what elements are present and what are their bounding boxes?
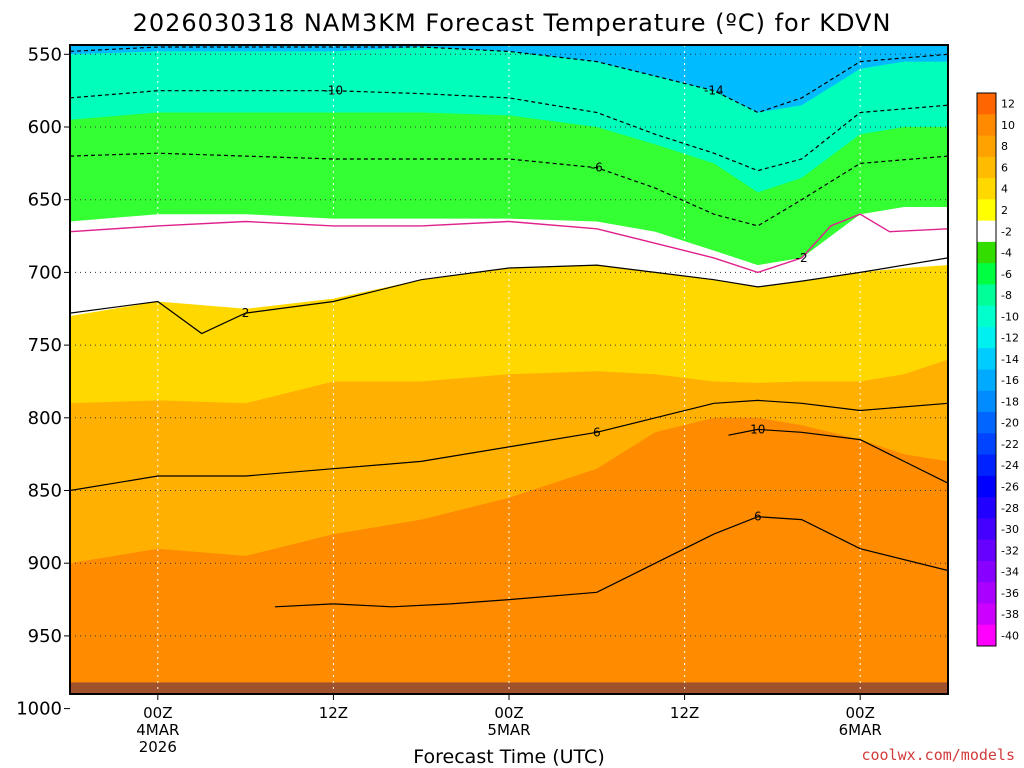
contour-label: -14 — [704, 84, 724, 98]
x-tick-label: 12Z — [319, 704, 348, 722]
colorbar-swatch — [977, 412, 996, 434]
y-tick-label: 1000 — [16, 699, 62, 720]
colorbar-label: -22 — [1001, 438, 1019, 451]
contour-label: 2 — [242, 306, 250, 320]
contour-label: 10 — [750, 422, 765, 436]
y-axis: 2503003504004505005506006507007508008509… — [16, 44, 70, 720]
colorbar-label: -14 — [1001, 353, 1019, 366]
colorbar-swatch — [977, 433, 996, 456]
x-tick-label: 6MAR — [839, 721, 882, 739]
colorbar-label: -4 — [1001, 247, 1012, 260]
contour-line — [70, 257, 948, 335]
colorbar-swatch — [977, 497, 996, 519]
y-tick-label: 900 — [28, 553, 62, 574]
colorbar-label: 12 — [1001, 98, 1015, 111]
contour-label: 6 — [754, 510, 762, 524]
colorbar-swatch — [977, 348, 996, 370]
colorbar-swatch — [977, 178, 996, 200]
colorbar-label: 2 — [1001, 204, 1008, 217]
colorbar: 12 10 8 6 4 2 -2 -4 -6 -8 -10 -12 -14 -16 -18 -20 -22 -24… — [976, 92, 1019, 647]
y-tick-label: 550 — [28, 44, 62, 65]
colorbar-swatch — [977, 114, 996, 137]
contour-label: -10 — [324, 84, 344, 98]
x-axis-label: Forecast Time (UTC) — [413, 746, 604, 768]
colorbar-label: 10 — [1001, 119, 1015, 132]
colorbar-swatch — [977, 156, 996, 179]
colorbar-label: -18 — [1001, 395, 1019, 408]
contour-label: 6 — [593, 425, 601, 439]
colorbar-label: -26 — [1001, 481, 1019, 494]
colorbar-label: -24 — [1001, 459, 1019, 472]
temperature-fill — [70, 45, 948, 694]
colorbar-label: 8 — [1001, 140, 1008, 153]
y-tick-label: 600 — [28, 117, 62, 138]
y-tick-label: 750 — [28, 335, 62, 356]
colorbar-label: -20 — [1001, 417, 1019, 430]
contour-line — [728, 428, 948, 484]
contour-line — [70, 46, 948, 114]
colorbar-label: -10 — [1001, 310, 1019, 323]
contour-label: -2 — [796, 251, 808, 265]
x-tick-label: 00Z — [494, 704, 523, 722]
contour-line — [70, 213, 948, 274]
colorbar-swatch — [977, 93, 996, 115]
contour-line — [274, 516, 948, 608]
x-tick-label: 00Z — [143, 704, 172, 722]
colorbar-swatch — [977, 603, 996, 626]
colorbar-swatch — [977, 284, 996, 307]
colorbar-label: 6 — [1001, 161, 1008, 174]
x-tick-label: 00Z — [846, 704, 875, 722]
colorbar-swatch — [977, 518, 996, 541]
contour-lines — [70, 46, 948, 608]
colorbar-swatch — [977, 475, 996, 498]
contour-line — [70, 152, 948, 227]
y-tick-label: 800 — [28, 408, 62, 429]
colorbar-label: -16 — [1001, 374, 1019, 387]
colorbar-label: -30 — [1001, 523, 1019, 536]
x-tick-label: 5MAR — [487, 721, 530, 739]
colorbar-label: -34 — [1001, 566, 1019, 579]
colorbar-label: -8 — [1001, 289, 1012, 302]
contour-label: -6 — [591, 161, 603, 175]
x-tick-label: 2026 — [139, 738, 177, 756]
colorbar-swatch — [977, 220, 996, 243]
colorbar-label: -6 — [1001, 268, 1012, 281]
colorbar-swatch — [977, 582, 996, 604]
x-tick-label: 12Z — [670, 704, 699, 722]
colorbar-label: -28 — [1001, 502, 1019, 515]
colorbar-swatch — [977, 390, 996, 413]
contour-line — [70, 399, 948, 492]
colorbar-label: -36 — [1001, 587, 1019, 600]
colorbar-label: -40 — [1001, 629, 1019, 642]
chart-title: 2026030318 NAM3KM Forecast Temperature (… — [133, 9, 892, 37]
y-tick-label: 850 — [28, 481, 62, 502]
colorbar-swatch — [977, 199, 996, 222]
y-tick-label: 950 — [28, 626, 62, 647]
contour-line — [70, 90, 948, 172]
colorbar-swatch — [977, 624, 996, 647]
colorbar-swatch — [977, 135, 996, 158]
colorbar-swatch — [977, 241, 996, 264]
y-tick-label: 700 — [28, 262, 62, 283]
colorbar-frame — [976, 92, 997, 647]
x-tick-label: 4MAR — [136, 721, 179, 739]
y-tick-label: 650 — [28, 190, 62, 211]
colorbar-label: -2 — [1001, 225, 1012, 238]
colorbar-swatch — [977, 369, 996, 392]
colorbar-swatch — [977, 305, 996, 328]
colorbar-label: -38 — [1001, 608, 1019, 621]
contour-labels: -58-54-50-46-42-38-34-30-26-22-18-14-10-… — [242, 84, 808, 524]
colorbar-swatch — [977, 454, 996, 477]
credit-text: coolwx.com/models — [861, 746, 1015, 764]
colorbar-label: -12 — [1001, 332, 1019, 345]
colorbar-swatch — [977, 326, 996, 349]
colorbar-swatch — [977, 539, 996, 562]
colorbar-swatch — [977, 263, 996, 285]
colorbar-swatch — [977, 560, 996, 583]
colorbar-label: 4 — [1001, 183, 1008, 196]
colorbar-label: -32 — [1001, 544, 1019, 557]
